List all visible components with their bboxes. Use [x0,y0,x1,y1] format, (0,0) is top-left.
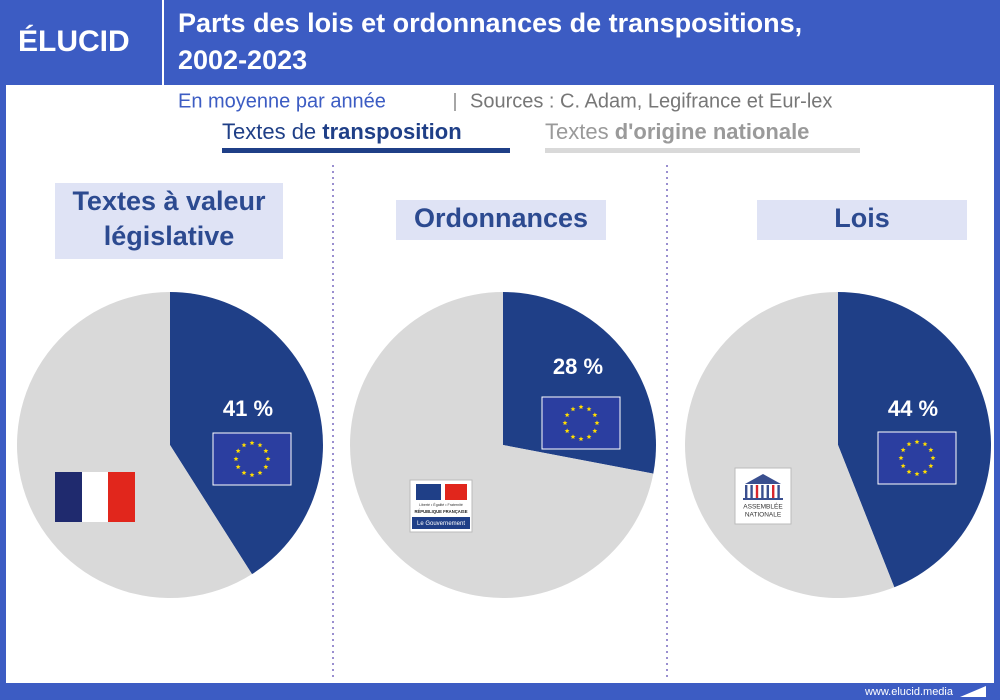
footer-bar [0,683,1000,700]
chart-title-box [55,183,283,259]
logo: ÉLUCID [18,24,130,58]
eu-star [263,448,269,454]
eu-star [922,441,928,447]
eu-star [241,470,247,475]
legend-underline [545,148,860,153]
eu-star [586,434,592,439]
gov-blue [416,484,441,500]
subtitle: En moyenne par année [178,90,386,112]
chart-title: Ordonnances [414,203,588,233]
eu-star [257,442,263,448]
legend-entry: Textes d'origine nationale [545,119,809,144]
eu-star [906,469,912,474]
gov-republic: RÉPUBLIQUE FRANÇAISE [414,509,467,514]
eu-star [928,463,934,469]
assembly-text: ASSEMBLÉE [743,502,783,511]
eu-star [263,464,269,470]
eu-star [562,420,568,426]
legend-text: transposition [322,119,461,144]
chart-title-box [396,200,606,240]
assembly-base [743,498,783,500]
eu-star [235,464,241,470]
eu-star [257,470,263,475]
assembly-column [755,485,759,498]
chart-title-box [757,200,967,240]
title-line: Parts des lois et ordonnances de transpo… [178,8,802,38]
eu-star [928,447,934,453]
eu-star [592,412,598,418]
legend-underline [222,148,510,153]
eu-star [564,428,570,434]
eu-star [249,440,255,446]
value-label: 41 % [223,396,273,421]
footer-logo [960,686,986,697]
eu-star [570,434,576,439]
eu-star [578,404,584,410]
eu-star [930,455,936,461]
chart-title: législative [104,221,235,251]
sources: Sources : C. Adam, Legifrance et Eur-lex [470,90,832,112]
eu-star [241,442,247,448]
eu-star [235,448,241,454]
assembly-column [761,485,764,498]
eu-star [914,439,920,445]
gov-band [412,517,470,529]
assembly-text: NATIONALE [745,512,782,519]
value-label: 28 % [553,354,603,379]
eu-star [233,456,239,462]
legend-text: d'origine nationale [615,119,810,144]
frame-right [994,85,1000,685]
title-line: 2002-2023 [178,45,307,75]
chart-title: Lois [834,203,890,233]
flag-red [108,472,135,522]
header-bar [0,0,1000,85]
assembly-column [777,485,780,498]
eu-star [906,441,912,447]
assembly-column [750,485,753,498]
eu-star [249,472,255,478]
eu-star [578,436,584,442]
eu-star [570,406,576,412]
eu-star [922,469,928,474]
eu-star [914,471,920,477]
eu-star [900,463,906,469]
eu-star [594,420,600,426]
value-label: 44 % [888,396,938,421]
chart-title: Textes à valeur [72,186,266,216]
legend-text: Textes [545,119,609,144]
eu-star [900,447,906,453]
eu-star [564,412,570,418]
flag-white [82,472,108,522]
eu-star [592,428,598,434]
eu-flag [212,432,292,486]
eu-star [265,456,271,462]
eu-star [898,455,904,461]
gov-motto: Liberté • Égalité • Fraternité [419,502,463,507]
gov-name: Le Gouvernement [417,521,465,527]
legend-text: Textes de [222,119,316,144]
flag-blue [55,472,82,522]
gov-red [445,484,467,500]
frame-left [0,85,6,685]
legend-entry: Textes de transposition [222,119,462,144]
assembly-column [766,485,769,498]
assembly-roof [745,474,781,484]
assembly-column [772,485,775,498]
eu-flag [877,431,957,485]
eu-star [586,406,592,412]
footer-url: www.elucid.media [864,686,954,698]
assembly-column [745,485,748,498]
